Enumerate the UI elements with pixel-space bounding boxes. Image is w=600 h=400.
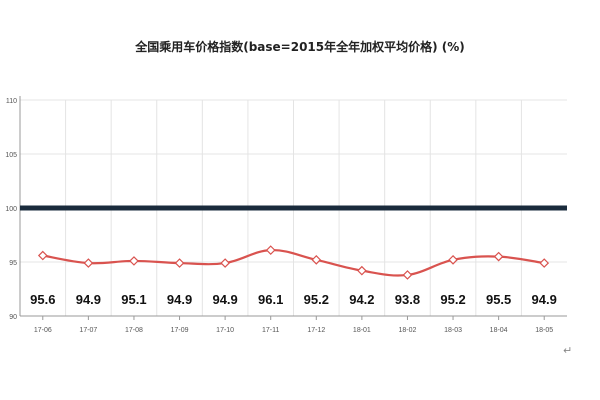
data-point-marker bbox=[265, 245, 276, 255]
data-label: 94.9 bbox=[76, 292, 101, 307]
data-point-marker bbox=[539, 258, 550, 268]
data-point-marker bbox=[220, 258, 230, 268]
x-tick-label: 18-02 bbox=[399, 327, 417, 334]
y-tick-label: 110 bbox=[6, 98, 17, 105]
x-tick-label: 18-04 bbox=[490, 327, 508, 334]
chart-title: 全国乘用车价格指数(base=2015年全年加权平均价格) (%) bbox=[135, 40, 465, 54]
data-label: 95.2 bbox=[304, 292, 329, 307]
x-tick-label: 17-11 bbox=[262, 327, 279, 334]
data-label: 95.6 bbox=[30, 292, 55, 307]
x-tick-label: 17-06 bbox=[34, 327, 52, 334]
data-label: 94.9 bbox=[212, 292, 237, 307]
y-tick-label: 105 bbox=[5, 152, 17, 159]
y-tick-label: 90 bbox=[9, 314, 17, 321]
data-label: 94.9 bbox=[532, 292, 557, 307]
data-label: 95.5 bbox=[486, 292, 511, 307]
x-tick-label: 18-05 bbox=[535, 327, 553, 334]
x-tick-label: 18-03 bbox=[444, 327, 462, 334]
x-tick-label: 17-09 bbox=[171, 327, 189, 334]
y-tick-label: 100 bbox=[5, 206, 17, 213]
x-tick-label: 17-12 bbox=[307, 327, 325, 334]
data-point-marker bbox=[493, 251, 504, 262]
x-tick-label: 17-08 bbox=[125, 327, 143, 334]
data-point-marker bbox=[174, 258, 185, 268]
return-mark: ↵ bbox=[563, 344, 573, 357]
data-point-marker bbox=[402, 270, 413, 280]
data-label: 96.1 bbox=[258, 292, 283, 307]
data-label: 95.1 bbox=[121, 292, 146, 307]
data-point-marker bbox=[37, 250, 48, 261]
data-point-marker bbox=[448, 254, 458, 265]
x-tick-label: 17-07 bbox=[79, 327, 97, 334]
data-label: 93.8 bbox=[395, 292, 420, 307]
x-tick-label: 18-01 bbox=[353, 327, 371, 334]
x-tick-label: 17-10 bbox=[216, 327, 234, 334]
data-point-marker bbox=[129, 256, 139, 266]
data-label: 94.2 bbox=[349, 292, 374, 307]
data-label: 95.2 bbox=[440, 292, 465, 307]
data-point-marker bbox=[357, 265, 367, 276]
data-point-marker bbox=[311, 254, 322, 265]
data-point-marker bbox=[83, 258, 94, 268]
y-tick-label: 95 bbox=[9, 260, 17, 267]
data-label: 94.9 bbox=[167, 292, 192, 307]
